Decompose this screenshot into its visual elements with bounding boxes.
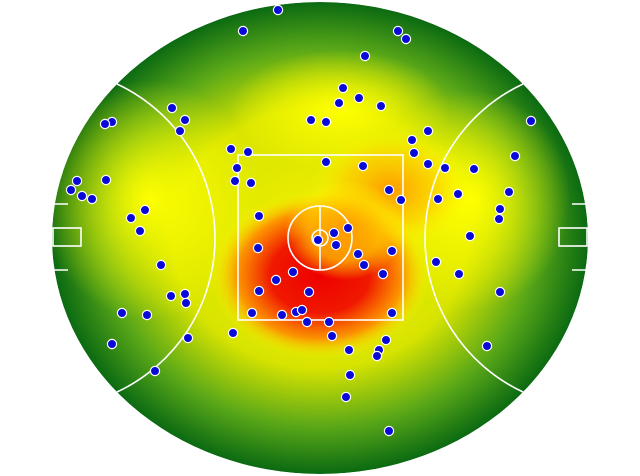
point [227,327,239,339]
point [383,184,395,196]
point [272,4,284,16]
point [377,268,389,280]
points [65,4,537,437]
point [320,156,332,168]
point [179,288,191,300]
point [330,239,342,251]
point [357,160,369,172]
point [312,234,324,246]
point [326,330,338,342]
point [270,274,282,286]
point [246,307,258,319]
point [242,146,254,158]
point [106,338,118,350]
point [337,82,349,94]
point [174,125,186,137]
point [375,100,387,112]
point [141,309,153,321]
point [386,307,398,319]
point [253,210,265,222]
point [400,33,412,45]
point [406,134,418,146]
point [383,425,395,437]
point [453,268,465,280]
point [380,334,392,346]
point [503,186,515,198]
point [328,227,340,239]
point [303,286,315,298]
point [358,259,370,271]
point [353,92,365,104]
point [430,256,442,268]
point [342,222,354,234]
point [253,285,265,297]
point [344,369,356,381]
point [179,114,191,126]
point [65,184,77,196]
point [494,286,506,298]
point [320,116,332,128]
point [422,125,434,137]
point [493,213,505,225]
point [386,245,398,257]
point [439,162,451,174]
point [305,114,317,126]
point [287,266,299,278]
point [432,193,444,205]
point [296,304,308,316]
point [86,193,98,205]
point [252,242,264,254]
point [182,332,194,344]
point [301,316,313,328]
point [422,158,434,170]
point [166,102,178,114]
point [343,344,355,356]
point [237,25,249,37]
point [392,25,404,37]
point [464,230,476,242]
point [71,175,83,187]
point [149,365,161,377]
point [225,143,237,155]
point [323,316,335,328]
point [395,194,407,206]
point [494,203,506,215]
point [481,340,493,352]
point [99,118,111,130]
point [76,190,88,202]
point [359,50,371,62]
point [229,175,241,187]
point [452,188,464,200]
point [371,350,383,362]
point [180,297,192,309]
point [231,162,243,174]
point [340,391,352,403]
point [509,150,521,162]
point [155,259,167,271]
point [100,174,112,186]
point [468,163,480,175]
point [276,309,288,321]
point [139,204,151,216]
point [333,97,345,109]
point [245,177,257,189]
point [352,248,364,260]
point [165,290,177,302]
point [408,147,420,159]
point [525,115,537,127]
point [134,225,146,237]
point [116,307,128,319]
point [125,212,137,224]
